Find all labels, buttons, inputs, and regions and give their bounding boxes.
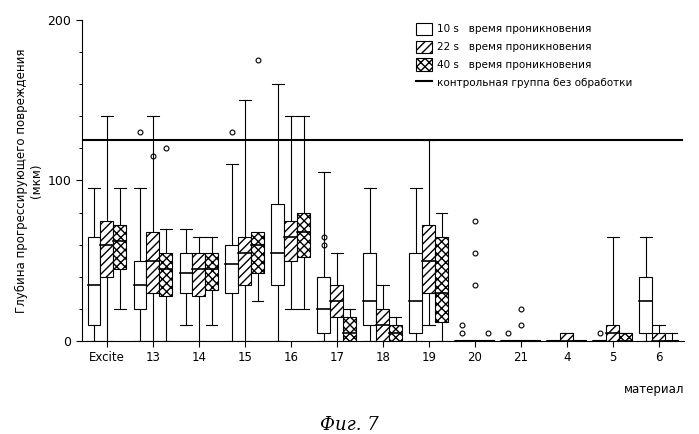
Y-axis label: Глубина прогрессирующего повреждения
(мкм): Глубина прогрессирующего повреждения (мк… — [15, 48, 43, 312]
Bar — [456, 340, 468, 341]
Bar — [113, 225, 126, 269]
Text: материал: материал — [624, 382, 684, 395]
Bar — [134, 261, 146, 309]
Bar — [87, 237, 101, 325]
Bar — [514, 340, 527, 341]
Bar — [389, 325, 402, 341]
Bar — [435, 237, 448, 322]
Bar — [547, 340, 561, 341]
Bar — [226, 245, 238, 293]
Bar — [343, 317, 356, 341]
Bar — [284, 220, 297, 261]
Bar — [665, 340, 678, 341]
Bar — [527, 340, 540, 341]
Bar — [192, 253, 206, 296]
Bar — [159, 253, 172, 296]
Bar — [317, 277, 331, 333]
Bar — [271, 204, 284, 285]
Bar — [422, 225, 435, 293]
Bar — [101, 220, 113, 277]
Bar — [468, 340, 481, 341]
Bar — [606, 325, 619, 341]
Bar — [481, 340, 494, 341]
Bar — [251, 232, 264, 273]
Bar — [297, 213, 310, 257]
Legend: 10 s   время проникновения, 22 s   время проникновения, 40 s   время проникновен: 10 s время проникновения, 22 s время про… — [412, 19, 637, 92]
Bar — [652, 333, 665, 341]
Bar — [146, 232, 159, 293]
Bar — [331, 285, 343, 317]
Bar — [376, 309, 389, 341]
Bar — [180, 253, 192, 293]
Bar — [573, 340, 586, 341]
Bar — [619, 333, 632, 341]
Bar — [206, 253, 218, 289]
Bar — [363, 253, 376, 325]
Bar — [501, 340, 514, 341]
Bar — [561, 333, 573, 341]
Bar — [238, 237, 251, 285]
Text: Фиг. 7: Фиг. 7 — [320, 416, 379, 434]
Bar — [640, 277, 652, 333]
Bar — [410, 253, 422, 333]
Bar — [593, 340, 606, 341]
